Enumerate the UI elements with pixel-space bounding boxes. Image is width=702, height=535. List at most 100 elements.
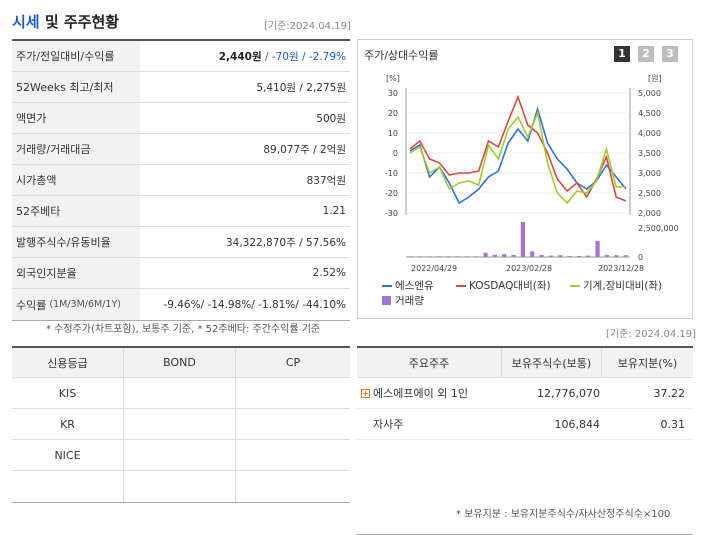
legend-swatch xyxy=(382,296,391,305)
right-tick-label: 4,500 xyxy=(638,109,661,118)
legend-item-1: 에스엔유 xyxy=(382,278,434,293)
legend-swatch xyxy=(382,284,392,287)
row-value: 500원 xyxy=(316,112,346,125)
row-value: -9.46%/ -14.98%/ -1.81%/ -44.10% xyxy=(163,298,346,311)
row-label: 발행주식수/유동비율 xyxy=(12,227,140,257)
stock-info-table: 주가/전일대비/수익률 2,440원 / -70원 / -2.79% 52Wee… xyxy=(12,39,350,321)
table-row: + 에스에프에이 외 1인 12,776,070 37.22 xyxy=(357,378,693,409)
header-shares: 보유주식수(보통) xyxy=(502,348,602,377)
series-line xyxy=(409,110,626,205)
base-date-2: [기준: 2024.04.19] xyxy=(606,329,697,340)
holder-ratio: 37.22 xyxy=(653,386,686,400)
right-tick-label: 5,000 xyxy=(638,89,661,98)
row-value: 837억원 xyxy=(306,174,346,187)
agency-name: NICE xyxy=(12,440,124,470)
left-tick-label: -20 xyxy=(385,189,398,198)
table-row: KIS xyxy=(12,378,350,409)
table-row: 거래량/거래대금 89,077주 / 2억원 xyxy=(12,134,350,165)
row-label: 52주베타 xyxy=(12,196,140,226)
volume-bar xyxy=(604,254,609,257)
row-value: 2,440원 / -70원 / -2.79% xyxy=(140,49,350,64)
title-sub: 및 주주현황 xyxy=(39,13,120,31)
right-tick-label: 2,000 xyxy=(638,209,661,218)
base-date: [기준:2024.04.19] xyxy=(264,21,351,32)
period-button-2[interactable]: 2 xyxy=(638,46,654,62)
left-unit-label: [%] xyxy=(386,74,400,83)
holder-note: * 보유지분 : 보유지분주식수/자사산정주식수×100 xyxy=(456,509,671,520)
volume-bar xyxy=(539,254,544,257)
table-row: 52주베타 1.21 xyxy=(12,196,350,227)
table-row xyxy=(12,471,350,502)
volume-bar xyxy=(567,255,572,257)
legend-swatch xyxy=(456,284,466,287)
volume-tick-label: 2,500,000 xyxy=(638,224,679,233)
cp-rating xyxy=(236,471,350,502)
table-row: 주가/전일대비/수익률 2,440원 / -70원 / -2.79% xyxy=(12,41,350,72)
left-tick-label: 20 xyxy=(388,109,398,118)
left-tick-label: -10 xyxy=(385,169,398,178)
bond-rating xyxy=(124,378,236,408)
right-tick-label: 2,500 xyxy=(638,189,661,198)
volume-bar xyxy=(520,222,525,257)
agency-name xyxy=(12,471,124,502)
volume-bar xyxy=(502,254,507,257)
price-change: / -70원 / -2.79% xyxy=(261,50,346,63)
header-credit-rating: 신용등급 xyxy=(12,348,124,377)
table-row: 발행주식수/유동비율 34,322,870주 / 57.56% xyxy=(12,227,350,258)
row-label-text: 수익률 xyxy=(16,298,47,312)
holder-shares: 12,776,070 xyxy=(537,386,600,400)
row-value: 5,410원 / 2,275원 xyxy=(256,81,346,94)
title-main: 시세 xyxy=(12,13,40,31)
price-chart: [%] [원] 30 20 10 0 -10 -20 -30 5,000 4,500 4,000… xyxy=(385,74,679,273)
volume-bar xyxy=(492,254,497,257)
header-bond: BOND xyxy=(124,348,236,377)
left-tick-label: 30 xyxy=(388,89,398,98)
row-label: 외국인지분율 xyxy=(12,258,140,288)
volume-bar xyxy=(595,240,600,257)
x-tick-label: 2023/02/28 xyxy=(506,264,552,273)
row-label: 거래량/거래대금 xyxy=(12,134,140,164)
row-value: 34,322,870주 / 57.56% xyxy=(225,236,346,249)
holder-name: 에스에프에이 외 1인 xyxy=(373,387,468,400)
holder-ratio: 0.31 xyxy=(660,417,686,431)
credit-rating-table: 신용등급 BOND CP KIS KR NICE xyxy=(12,346,350,503)
legend-item-4: 거래량 xyxy=(382,293,424,308)
table-row: 자사주 106,844 0.31 xyxy=(357,409,693,440)
table-row: KR xyxy=(12,409,350,440)
table-header-row: 신용등급 BOND CP xyxy=(12,348,350,378)
volume-bar xyxy=(548,255,553,257)
volume-bar xyxy=(586,255,591,257)
header-cp: CP xyxy=(285,356,301,369)
cp-rating xyxy=(236,409,350,439)
legend-label: KOSDAQ대비(좌) xyxy=(469,280,551,292)
legend-label: 에스엔유 xyxy=(395,280,434,292)
row-label-sub: (1M/3M/6M/1Y) xyxy=(49,299,121,310)
chart-title: 주가/상대수익률 xyxy=(364,49,439,62)
period-button-1[interactable]: 1 xyxy=(614,46,630,62)
table-row: 52Weeks 최고/최저 5,410원 / 2,275원 xyxy=(12,72,350,103)
x-tick-label: 2023/12/28 xyxy=(598,264,644,273)
left-tick-label: 10 xyxy=(388,129,398,138)
header-holder: 주요주주 xyxy=(357,348,502,377)
table-row: 수익률 (1M/3M/6M/1Y) -9.46%/ -14.98%/ -1.81%… xyxy=(12,289,350,320)
row-label: 액면가 xyxy=(12,103,140,133)
section-title: 시세 및 주주현황 xyxy=(12,11,119,32)
row-label: 수익률 (1M/3M/6M/1Y) xyxy=(12,289,140,320)
table-row: 액면가 500원 xyxy=(12,103,350,134)
series-line xyxy=(409,106,627,205)
volume-bar xyxy=(530,251,535,257)
table-header-row: 주요주주 보유주식수(보통) 보유지분(%) xyxy=(357,348,693,378)
bond-rating xyxy=(124,471,236,502)
stock-note: * 수정주가(차트포함), 보통주 기준, * 52주베타: 주간수익률 기준 xyxy=(46,324,321,335)
row-value: 1.21 xyxy=(322,205,346,217)
series-line xyxy=(409,94,627,202)
left-tick-label: 0 xyxy=(393,149,398,158)
legend-swatch xyxy=(570,284,580,287)
table-row: 외국인지분율 2.52% xyxy=(12,258,350,289)
volume-tick-label: 0 xyxy=(638,253,643,262)
expand-plus-icon[interactable]: + xyxy=(361,388,370,398)
bond-rating xyxy=(124,440,236,470)
period-button-3[interactable]: 3 xyxy=(662,46,678,62)
volume-bar xyxy=(623,255,628,257)
volume-bar xyxy=(511,254,516,257)
